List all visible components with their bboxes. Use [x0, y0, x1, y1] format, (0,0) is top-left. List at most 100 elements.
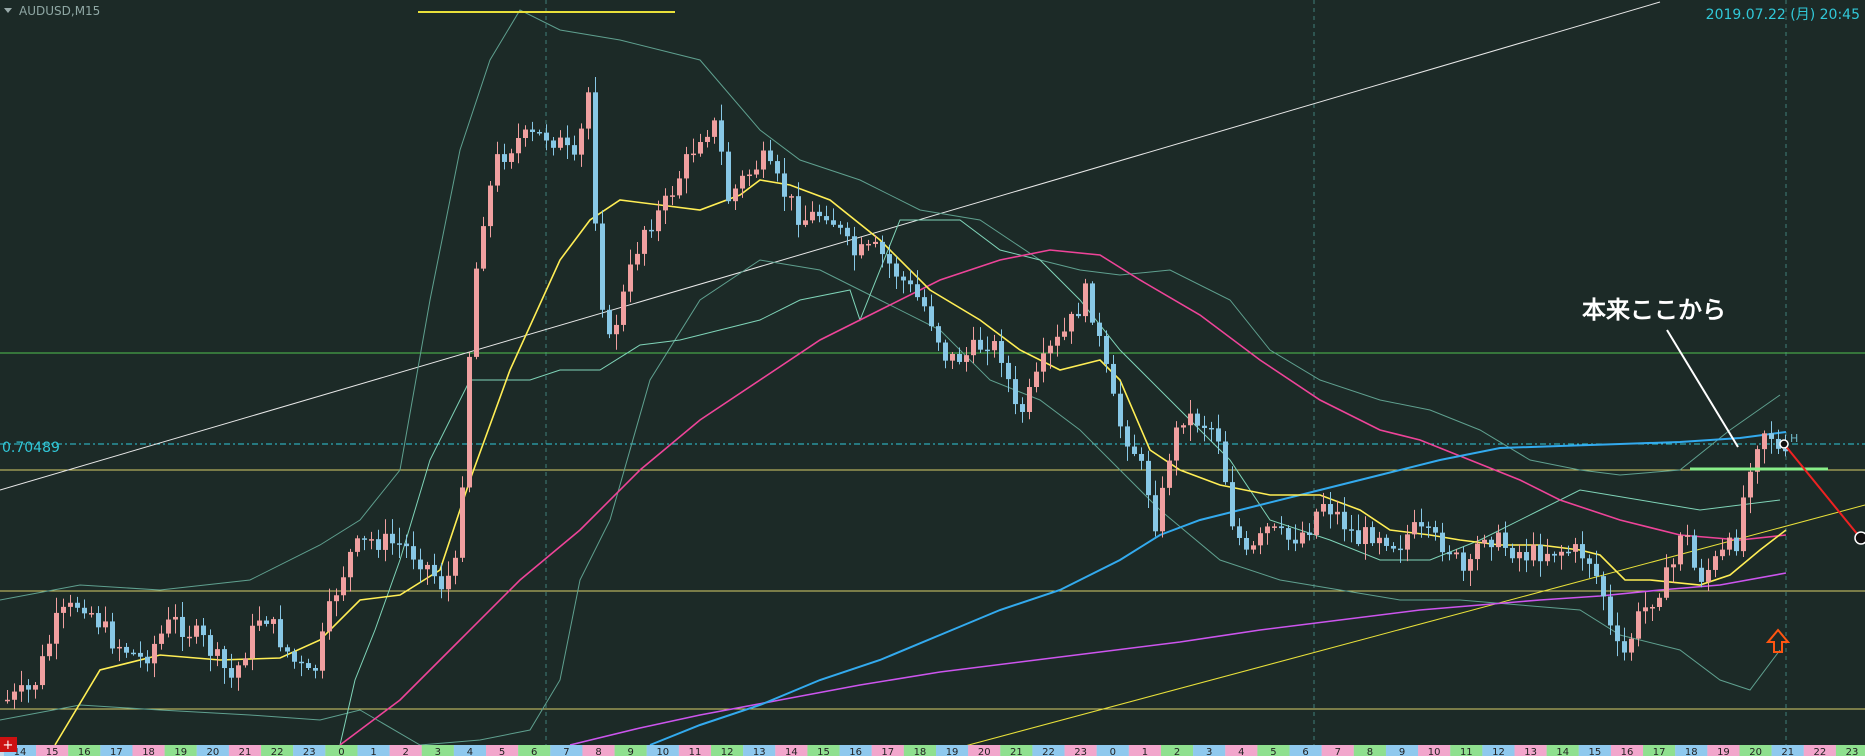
candle-body	[82, 607, 87, 614]
candle-body	[670, 195, 675, 197]
candle-body	[859, 244, 864, 256]
time-tick-box	[1193, 745, 1226, 756]
candle-body	[1594, 563, 1599, 577]
time-tick-label: 5	[499, 747, 505, 756]
candle-body	[1734, 537, 1739, 552]
candle-body	[278, 619, 283, 648]
ma-blue	[649, 431, 1787, 746]
candle-body	[1419, 522, 1424, 527]
candle-body	[376, 539, 381, 550]
candle-body	[712, 120, 717, 137]
time-tick-box	[582, 745, 615, 756]
candle-body	[1720, 549, 1725, 557]
candle-body	[1587, 558, 1592, 564]
candle-body	[61, 606, 66, 613]
candle-body	[1433, 527, 1438, 533]
collapse-triangle-icon[interactable]	[4, 8, 12, 13]
candle-body	[390, 533, 395, 544]
candle-body	[1069, 313, 1074, 332]
candle-body	[691, 153, 696, 156]
candle-body	[887, 254, 892, 264]
up-arrow-icon	[1765, 628, 1791, 653]
candle-body	[313, 668, 318, 671]
candle-body	[803, 220, 808, 225]
time-tick-label: 10	[1428, 747, 1441, 756]
candle-body	[684, 154, 689, 179]
candle-body	[817, 211, 822, 217]
forecast-arrow-line	[1783, 443, 1859, 536]
candle-body	[1503, 532, 1508, 548]
candle-body	[1440, 532, 1445, 553]
candle-body	[789, 196, 794, 198]
candle-body	[1083, 283, 1088, 317]
time-tick-box	[293, 745, 326, 756]
candle-body	[957, 353, 962, 362]
time-tick-box	[1610, 745, 1644, 756]
trendline-yellow[interactable]	[949, 504, 1865, 751]
candle-body	[19, 685, 24, 692]
candle-body	[439, 576, 444, 590]
candle-body	[1566, 551, 1571, 554]
candle-body	[1167, 460, 1172, 488]
candle-body	[1062, 331, 1067, 337]
candle-body	[1034, 371, 1039, 388]
candle-body	[593, 92, 598, 224]
candle-body	[1405, 534, 1410, 550]
trendline-white[interactable]	[0, 1, 1661, 491]
candle-body	[124, 646, 129, 653]
candle-body	[1769, 433, 1774, 439]
candle-body	[1006, 362, 1011, 380]
candle-body	[950, 353, 955, 361]
time-tick-label: 17	[110, 747, 123, 756]
close-button[interactable]	[0, 737, 17, 752]
candle-body	[663, 195, 668, 211]
candle-body	[453, 557, 458, 576]
candle-body	[404, 543, 409, 547]
candle-body	[425, 564, 430, 570]
candle-body	[677, 178, 682, 196]
candle-body	[222, 649, 227, 669]
candle-body	[243, 658, 248, 666]
candle-body	[1286, 528, 1291, 540]
candle-body	[985, 349, 990, 352]
time-tick-box	[1739, 745, 1772, 756]
time-tick-box	[839, 745, 872, 756]
candle-body	[264, 620, 269, 624]
candle-body	[1153, 495, 1158, 532]
candle-body	[621, 291, 626, 325]
candle-body	[89, 613, 94, 615]
candle-body	[747, 174, 752, 177]
candle-body	[1461, 552, 1466, 571]
candle-body	[1559, 551, 1564, 556]
candle-body	[656, 210, 661, 232]
candle-body	[1678, 535, 1683, 565]
time-tick-box	[421, 745, 454, 756]
candle-body	[1384, 537, 1389, 546]
time-tick-label: 13	[1524, 747, 1537, 756]
time-tick-box	[228, 745, 262, 756]
candle-body	[586, 92, 591, 129]
candle-body	[1160, 487, 1165, 532]
candle-body	[1580, 544, 1585, 559]
time-tick-box	[903, 745, 936, 756]
time-tick-box	[968, 745, 1001, 756]
candle-body	[1377, 537, 1382, 544]
candle-body	[810, 211, 815, 221]
annotations: 本来ここから H	[418, 11, 1865, 653]
candle-body	[649, 229, 654, 232]
candle-body	[915, 284, 920, 298]
time-tick-label: 11	[689, 747, 702, 756]
candle-body	[565, 137, 570, 146]
time-tick-box	[132, 745, 165, 756]
time-tick-label: 17	[881, 747, 894, 756]
candle-body	[852, 236, 857, 256]
horizontal-levels[interactable]	[0, 352, 1865, 710]
candle-body	[523, 129, 528, 139]
candle-body	[1650, 606, 1655, 609]
candle-body	[1300, 532, 1305, 544]
time-tick-label: 1	[370, 747, 376, 756]
time-tick-label: 21	[1010, 747, 1023, 756]
